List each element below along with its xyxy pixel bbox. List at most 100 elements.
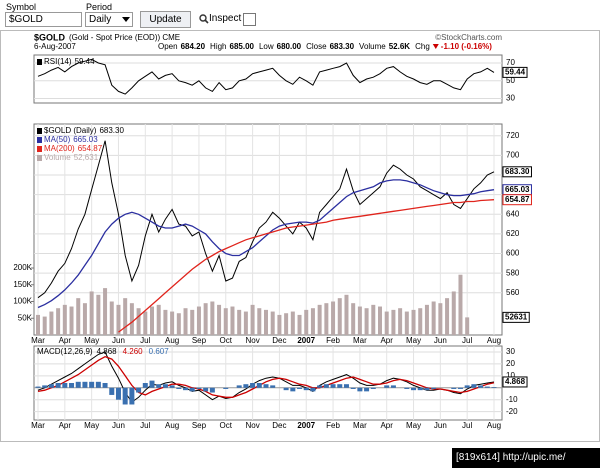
volume-bar <box>170 311 175 335</box>
quote-label: Low <box>259 42 274 51</box>
volume-bar <box>324 303 329 335</box>
volume-bar <box>143 311 148 335</box>
legend-swatch <box>37 137 42 143</box>
histogram-bar <box>129 387 135 405</box>
last-value-box <box>502 311 530 323</box>
histogram-bar <box>424 387 430 391</box>
x-tick-label: Sep <box>192 421 207 430</box>
volume-bar <box>270 311 275 335</box>
histogram-bar <box>35 386 41 388</box>
histogram-bar <box>357 387 363 392</box>
histogram-bar <box>404 387 410 389</box>
volume-bar <box>190 309 195 335</box>
quote-value: 684.20 <box>181 42 206 51</box>
inspect-icon <box>199 14 209 24</box>
histogram-bar <box>169 385 175 388</box>
histogram-bar <box>310 387 316 392</box>
update-button[interactable]: Update <box>140 11 191 28</box>
legend-name: RSI(14) <box>44 57 72 66</box>
volume-tick-label: 150K <box>13 280 32 289</box>
legend-value: 0.607 <box>149 347 170 356</box>
volume-bar <box>183 308 188 335</box>
period-select[interactable]: Daily <box>85 12 133 27</box>
x-tick-label: Aug <box>165 421 179 430</box>
x-tick-label: Jun <box>434 421 447 430</box>
volume-bar <box>277 314 282 335</box>
volume-bar <box>62 304 67 335</box>
chart-title: $GOLD <box>34 32 66 42</box>
last-value-label: 683.30 <box>505 167 530 176</box>
x-tick-label: Aug <box>487 421 501 430</box>
volume-bar <box>82 303 87 335</box>
x-tick-label: Jun <box>434 336 447 345</box>
volume-bar <box>237 309 242 335</box>
histogram-bar <box>183 387 189 391</box>
inspect-checkbox[interactable] <box>243 13 256 26</box>
x-tick-label: May <box>84 336 99 345</box>
series-line <box>37 355 495 398</box>
volume-bar <box>297 314 302 335</box>
legend-name: MA(50) <box>44 135 71 144</box>
histogram-bar <box>370 387 376 389</box>
volume-bar <box>344 294 349 335</box>
x-tick-label: May <box>406 336 421 345</box>
volume-bar <box>69 306 74 335</box>
legend-value: 4.868 <box>97 347 118 356</box>
inspect-label: Inspect <box>209 13 242 24</box>
volume-tick-label: 200K <box>13 263 32 272</box>
volume-bar <box>431 301 436 335</box>
x-tick-label: Jun <box>112 336 125 345</box>
x-tick-label: Aug <box>165 336 179 345</box>
volume-bar <box>196 306 201 335</box>
volume-bar <box>36 314 40 335</box>
x-tick-label: Apr <box>380 336 393 345</box>
volume-bar <box>424 304 429 335</box>
histogram-bar <box>203 387 209 392</box>
volume-bar <box>116 304 121 335</box>
histogram-bar <box>290 387 296 392</box>
y-tick-label: 70 <box>506 58 515 67</box>
volume-bar <box>223 308 228 335</box>
volume-bar <box>176 313 181 335</box>
legend-value: 59.44 <box>75 57 96 66</box>
volume-bar <box>418 308 423 335</box>
histogram-bar <box>263 384 269 388</box>
last-value-label: 665.03 <box>505 185 530 194</box>
histogram-bar <box>102 383 108 388</box>
histogram-bar <box>95 381 101 388</box>
histogram-bar <box>303 387 309 391</box>
x-tick-label: Apr <box>59 336 72 345</box>
volume-bar <box>331 301 336 335</box>
histogram-bar <box>136 387 142 393</box>
volume-bar <box>378 306 382 335</box>
histogram-bar <box>48 384 54 388</box>
histogram-bar <box>270 385 276 388</box>
y-tick-label: -20 <box>506 407 518 416</box>
symbol-input[interactable]: $GOLD <box>5 12 82 27</box>
volume-bar <box>76 298 81 335</box>
last-value-label: 654.87 <box>505 195 530 204</box>
volume-bar <box>210 301 215 335</box>
legend-swatch <box>37 128 42 134</box>
x-tick-label: Feb <box>326 336 340 345</box>
y-tick-label: 10 <box>506 371 515 380</box>
histogram-bar <box>297 387 303 389</box>
quote-value: 683.30 <box>330 42 355 51</box>
histogram-bar <box>196 387 202 389</box>
last-value-box <box>502 376 528 388</box>
y-tick-label: 560 <box>506 288 520 297</box>
histogram-bar <box>55 383 61 388</box>
panel <box>33 345 503 421</box>
histogram-bar <box>491 387 497 388</box>
series-line <box>37 351 495 403</box>
histogram-bar <box>42 385 48 388</box>
y-tick-label: -10 <box>506 395 518 404</box>
quote-label: High <box>210 42 226 51</box>
volume-bar <box>451 291 456 335</box>
histogram-bar <box>431 387 437 389</box>
last-value-box <box>502 194 532 206</box>
x-tick-label: Apr <box>380 421 393 430</box>
x-tick-label: Jul <box>462 336 472 345</box>
y-tick-label: 30 <box>506 94 515 103</box>
quote-value: 685.00 <box>230 42 255 51</box>
